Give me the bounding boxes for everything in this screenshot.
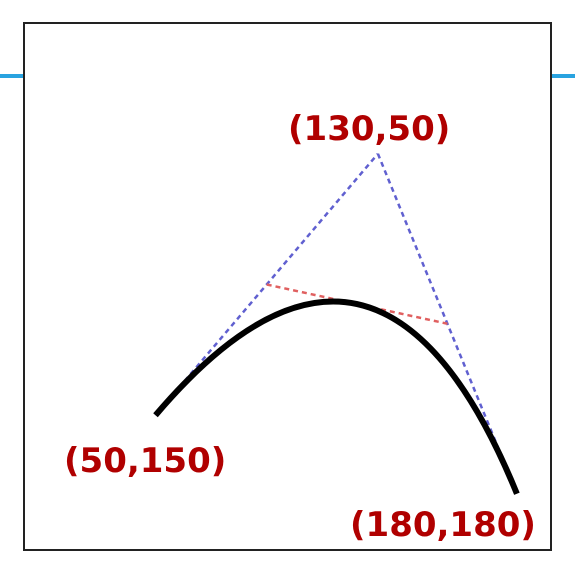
canvas-frame [23, 22, 552, 551]
start-point-label: (50,150) [64, 441, 226, 481]
control-point-label: (130,50) [288, 109, 450, 149]
bezier-curve [153, 298, 520, 495]
end-point-label: (180,180) [350, 505, 536, 545]
